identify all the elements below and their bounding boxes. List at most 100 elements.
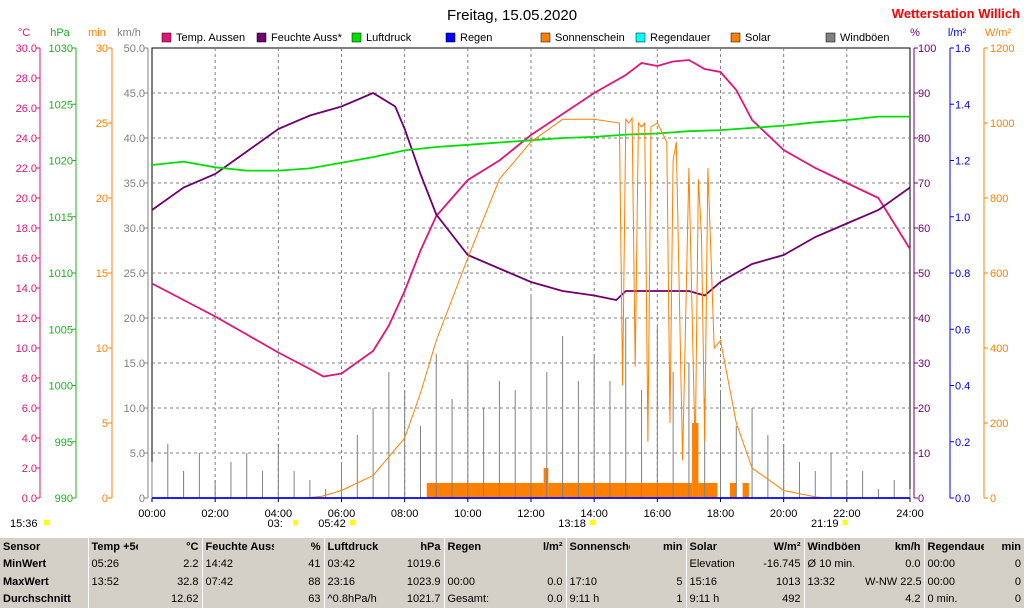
feuchte-max: 88	[308, 575, 321, 588]
regendauer-title: Regendauer	[923, 538, 984, 556]
regendauer-unit: min	[1001, 540, 1021, 553]
regen-min-empty-val	[506, 556, 566, 574]
luftdruck-title: Luftdruck	[323, 538, 394, 556]
rain-tick-label: 0.2	[955, 437, 970, 449]
temp-avg: 12.62	[170, 593, 199, 606]
regen-min-empty	[443, 555, 506, 573]
pressure-tick-label: 1025	[49, 99, 73, 111]
sonnenschein-min-empty	[565, 555, 630, 573]
wind-max: 22.5	[900, 575, 922, 588]
temp-min-time: 05:26	[87, 555, 138, 573]
stats-min-row: MinWert 05:26 2.2 14:42 41 03:42 1019.6 …	[0, 555, 1024, 574]
legend-label: Luftdruck	[366, 32, 412, 44]
legend-label: Sonnenschein	[555, 32, 625, 44]
wind-tick-label: 0	[139, 493, 145, 505]
pressure-tick-label: 1005	[49, 324, 73, 336]
rain-tick-label: 0.6	[955, 324, 970, 336]
temp-unit: °C	[186, 540, 199, 553]
wind-max-cell: W-NW 22.5	[862, 573, 924, 591]
x-tick-label: 06:00	[328, 508, 356, 520]
row-label-min: MinWert	[3, 558, 47, 571]
sonnenschein-unit: min	[662, 540, 683, 553]
legend-label: Solar	[745, 32, 771, 44]
luftdruck-avg-label: ^0.8hPa/h	[323, 590, 394, 608]
pressure-tick-label: 1030	[49, 43, 73, 55]
sunshine-bar	[729, 483, 737, 498]
legend-swatch	[730, 32, 741, 43]
stats-max-row: MaxWert 13:52 32.8 07:42 88 23:16 1023.9…	[0, 573, 1024, 591]
sunshine-tick-label: 10	[96, 343, 108, 355]
luftdruck-avg: 1021.7	[406, 593, 441, 606]
solar-avg-label: 9:11 h	[685, 590, 750, 608]
series-line-temp-aussen	[151, 59, 911, 378]
x-tick-label: 22:00	[833, 508, 861, 520]
temp-tick-label: 26.0	[16, 103, 37, 115]
solar-avg: 492	[782, 593, 801, 606]
x-tick-label: 08:00	[391, 508, 419, 520]
wind-min-label: Ø 10 min.	[803, 555, 862, 573]
x-tick-label: 00:00	[138, 508, 166, 520]
wind-tick-label: 35.0	[124, 178, 145, 190]
temp-tick-label: 18.0	[16, 223, 37, 235]
stats-table: Sensor Temp +5cm °C Feuchte Auss % Luftd…	[0, 538, 1024, 608]
humidity-unit-label: %	[910, 27, 920, 39]
legend-swatch	[445, 32, 456, 43]
temp-avg-empty	[87, 590, 138, 608]
wind-max-time: 13:32	[803, 573, 862, 591]
temp-tick-label: 30.0	[16, 43, 37, 55]
temp-max-time: 13:52	[87, 573, 138, 591]
wind-tick-label: 20.0	[124, 313, 145, 325]
regen-max-time: 00:00	[443, 573, 506, 591]
pressure-unit-label: hPa	[50, 27, 70, 39]
series-line-solar	[152, 116, 910, 499]
solar-max: 1013	[776, 575, 801, 588]
luftdruck-min: 1019.6	[406, 558, 441, 571]
sunshine-bar	[692, 423, 699, 498]
solar-tick-label: 0	[990, 493, 996, 505]
luftdruck-unit: hPa	[420, 540, 441, 553]
rain-tick-label: 1.6	[955, 43, 970, 55]
time-marker-dot	[293, 520, 299, 525]
rain-tick-label: 0.8	[955, 268, 970, 280]
time-marker-dot	[44, 520, 49, 525]
legend-swatch	[825, 32, 836, 43]
x-tick-label: 16:00	[644, 508, 672, 520]
temp-tick-label: 0.0	[22, 493, 37, 505]
solar-title: Solar	[685, 538, 750, 556]
wind-tick-label: 30.0	[124, 223, 145, 235]
time-marker-dot	[590, 520, 596, 525]
temp-tick-label: 10.0	[16, 343, 37, 355]
time-marker: 03:	[268, 518, 283, 530]
x-tick-label: 14:00	[580, 508, 608, 520]
solar-tick-label: 200	[990, 418, 1008, 430]
solar-unit-label: W/m²	[985, 27, 1012, 39]
time-marker: 05:42	[318, 518, 346, 530]
time-marker-dot	[350, 520, 356, 525]
solar-min: -16.745	[763, 558, 801, 571]
wind-min: 0.0	[905, 558, 921, 571]
pressure-tick-label: 995	[55, 437, 73, 449]
solar-unit: W/m²	[773, 540, 801, 553]
feuchte-avg: 63	[308, 593, 321, 606]
legend-label: Feuchte Auss*	[271, 32, 343, 44]
sunshine-tick-label: 5	[102, 418, 108, 430]
sunshine-tick-label: 20	[96, 193, 108, 205]
humidity-tick-label: 60	[918, 223, 930, 235]
wind-title: Windböen	[803, 538, 862, 556]
pressure-tick-label: 990	[55, 493, 73, 505]
station-name: Wetterstation Willich	[892, 6, 1020, 21]
humidity-tick-label: 0	[918, 493, 924, 505]
pressure-tick-label: 1015	[49, 212, 73, 224]
luftdruck-min-time: 03:42	[323, 555, 394, 573]
feuchte-min-time: 14:42	[201, 555, 274, 573]
humidity-tick-label: 40	[918, 313, 930, 325]
sunshine-bar	[543, 468, 549, 498]
regen-avg: 0.0	[547, 593, 563, 606]
x-tick-label: 20:00	[770, 508, 798, 520]
wind-tick-label: 5.0	[130, 448, 145, 460]
sunshine-tick-label: 25	[96, 118, 108, 130]
solar-tick-label: 400	[990, 343, 1008, 355]
solar-tick-label: 1200	[990, 43, 1014, 55]
pressure-tick-label: 1010	[49, 268, 73, 280]
legend-label: Regendauer	[650, 32, 711, 44]
